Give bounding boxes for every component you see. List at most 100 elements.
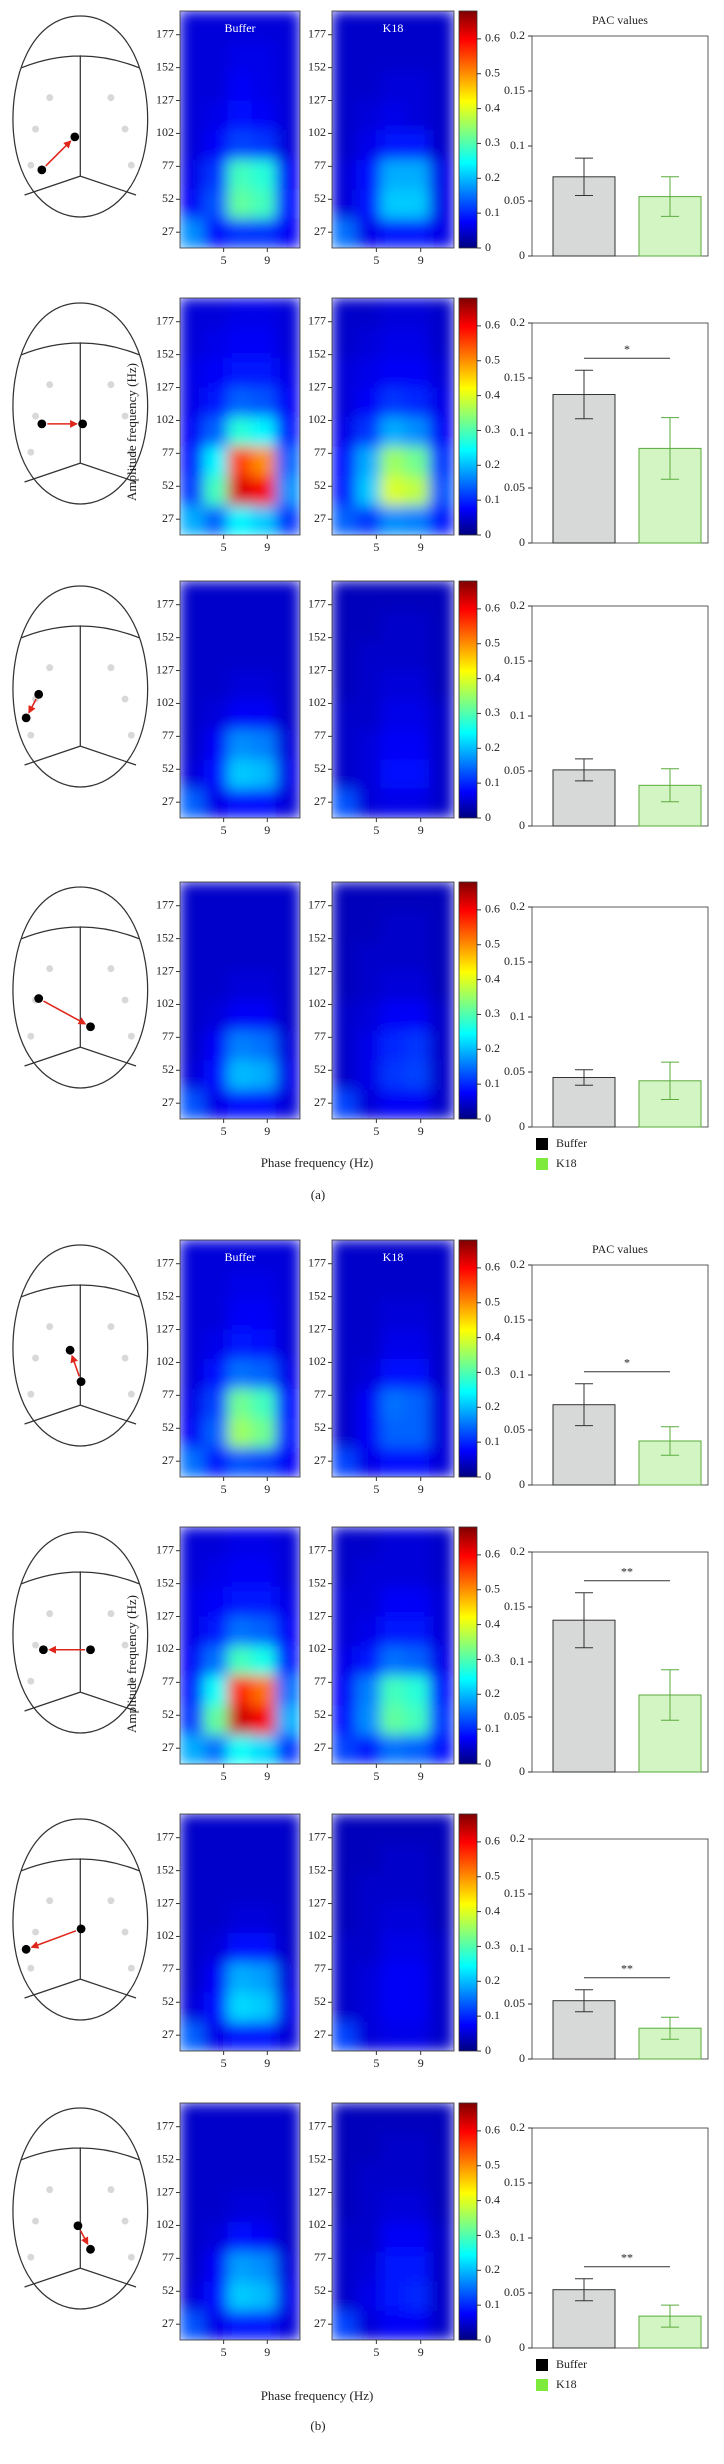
heatmap-cell (275, 787, 300, 818)
heatmap-cell (332, 1932, 357, 1963)
heatmap (332, 298, 454, 535)
colorbar-tick-label: 0.6 (485, 2123, 500, 2137)
y-tick-label: 0 (519, 2340, 525, 2354)
colorbar-tick-label: 0.1 (485, 1721, 500, 1735)
heatmap-cells (332, 1527, 454, 1764)
heatmap-cell (404, 758, 431, 789)
y-tick-label: 0.2 (510, 1257, 525, 1271)
colorbar-tick-label: 0.2 (485, 1686, 500, 1700)
heatmap-cell (332, 699, 357, 730)
heatmap-cell (332, 581, 357, 612)
heatmap-cell (404, 1843, 431, 1874)
heatmap-cell (332, 298, 357, 329)
heatmap-cell (203, 2132, 229, 2163)
y-tick-label: 152 (308, 59, 326, 73)
heatmap-cell (332, 669, 357, 700)
colorbar-tick-label: 0.5 (485, 352, 500, 366)
heatmap-cell (380, 1674, 406, 1706)
heatmap-cell (227, 1902, 253, 1933)
heatmap-cell (275, 2103, 300, 2134)
heatmap-cell (429, 129, 454, 160)
heatmap-cell (275, 217, 300, 248)
heatmap-cell (180, 475, 205, 506)
heatmap-cell (251, 758, 277, 789)
electrode-active (21, 713, 31, 723)
heatmap-cell (275, 699, 300, 730)
heatmap-cell (380, 581, 406, 612)
y-tick-label: 152 (308, 1575, 326, 1589)
electrode (27, 1032, 35, 1040)
y-tick-label: 177 (308, 1255, 326, 1269)
colorbar-tick-label: 0.6 (485, 1834, 500, 1848)
heatmap-cell (203, 475, 229, 506)
x-tick-label: 9 (418, 1769, 424, 1783)
heatmap-cell (355, 1645, 382, 1676)
heatmap-cell (180, 2020, 205, 2051)
electrode (107, 965, 115, 973)
heatmap-cell (355, 504, 382, 535)
heatmap-cell (404, 1088, 431, 1119)
heatmap-cell (332, 504, 357, 535)
x-tick-label: 9 (264, 1769, 270, 1783)
significance-label: ** (621, 1564, 633, 1578)
heatmap-cell (180, 1446, 205, 1477)
heatmap-cell (355, 327, 382, 358)
y-tick-label: 152 (308, 1288, 326, 1302)
electrode (27, 448, 35, 456)
heatmap-cell (227, 2103, 253, 2134)
heatmap-cell (429, 1645, 454, 1676)
heatmap-cell (355, 298, 382, 329)
heatmap-cell (180, 1704, 205, 1735)
heatmap-cell (429, 1585, 454, 1617)
heatmap (332, 1240, 454, 1477)
colorbar-tick-label: 0.4 (485, 1329, 500, 1343)
electrode (27, 161, 35, 169)
y-tick-label: 177 (156, 1542, 174, 1556)
heatmap-cell (355, 1417, 382, 1448)
heatmap-cell (380, 669, 406, 700)
electrode (46, 1323, 54, 1331)
heatmap-cell (429, 11, 454, 42)
heatmap-cell (380, 1240, 406, 1271)
x-tick-label: 9 (418, 1124, 424, 1138)
significance-label: * (624, 1356, 630, 1370)
heatmap-cell (227, 158, 253, 190)
heatmap-cell (380, 699, 406, 730)
colorbar-tick-label: 0.2 (485, 457, 500, 471)
heatmap-cell (404, 1269, 431, 1300)
heatmap-cell (227, 1298, 253, 1330)
heatmap-cell (203, 610, 229, 641)
x-tick-label: 5 (373, 540, 379, 554)
heatmap-cell (332, 1961, 357, 1993)
heatmap-cell (275, 1000, 300, 1031)
heatmap-cell (404, 1991, 431, 2022)
heatmap-cell (227, 327, 253, 358)
heatmap-cell (380, 1269, 406, 1300)
heatmap-cell (180, 158, 205, 190)
heatmap-cell (227, 69, 253, 101)
heatmap-cells (180, 1527, 300, 1764)
x-tick-label: 9 (264, 1482, 270, 1496)
heatmap-cell (429, 445, 454, 477)
y-tick-label: 152 (308, 629, 326, 643)
heatmap-cell (203, 1059, 229, 1090)
y-axis-label: Amplitude frequency (Hz) (124, 363, 139, 501)
y-tick-label: 0.1 (510, 1009, 525, 1023)
colorbar-tick-label: 0.6 (485, 902, 500, 916)
heatmap-cell (429, 504, 454, 535)
y-tick-label: 127 (156, 2184, 174, 2198)
y-tick-label: 77 (314, 1029, 326, 1043)
heatmap-cell (380, 99, 406, 130)
heatmap-cell (404, 188, 431, 219)
y-tick-label: 152 (156, 346, 174, 360)
heatmap-cell (429, 1298, 454, 1330)
heatmap-cell (203, 1674, 229, 1706)
heatmap-cell (203, 882, 229, 913)
y-tick-label: 127 (156, 1321, 174, 1335)
heatmap-cell (180, 188, 205, 219)
heatmap-cell (227, 2020, 253, 2051)
heatmap-cell (355, 1704, 382, 1735)
heatmap-cells (332, 581, 454, 818)
heatmap-cell (355, 416, 382, 447)
heatmap-cell (380, 386, 406, 417)
